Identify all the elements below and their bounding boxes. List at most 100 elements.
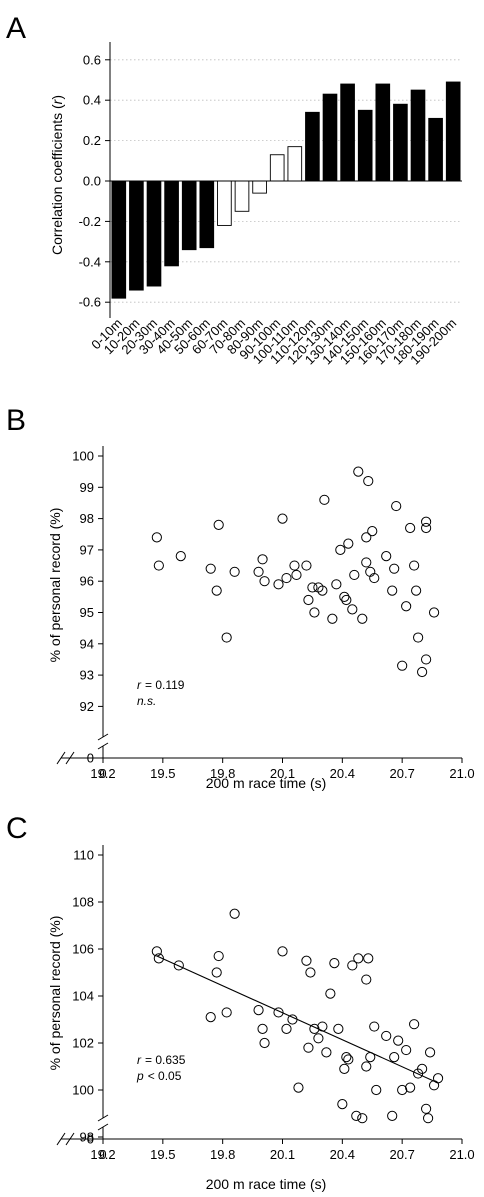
panel-a-y-tick-label: 0.6 xyxy=(83,52,101,67)
panel-a-bar xyxy=(199,180,215,249)
panel-b-data-point xyxy=(428,607,440,618)
panel-b-x-tick-label: 20.4 xyxy=(330,766,355,781)
panel-b-y-zero-label: 0 xyxy=(87,751,94,766)
panel-c-data-point xyxy=(205,1012,216,1023)
panel-b-data-point xyxy=(229,566,240,577)
panel-c-x-axis-break xyxy=(56,1132,66,1146)
panel-b-data-point xyxy=(381,551,392,562)
panel-b-scatter: B % of personal record (%) 200 m race ti… xyxy=(6,404,475,791)
panel-b-data-point xyxy=(221,632,232,643)
panel-a-bar xyxy=(287,146,303,182)
panel-b-data-point xyxy=(341,594,352,606)
panel-b-data-point xyxy=(273,579,284,590)
panel-c-data-point xyxy=(151,946,162,957)
panel-b-data-point xyxy=(277,513,288,524)
panel-c-x-tick-label: 21.0 xyxy=(449,1147,474,1162)
panel-c-annotation-r-value: = 0.635 xyxy=(145,1053,186,1067)
panel-b-data-point xyxy=(153,560,164,571)
panel-c-data-point xyxy=(173,960,184,971)
panel-c-data-point xyxy=(341,1052,352,1063)
panel-b-data-point xyxy=(281,572,292,584)
panel-c-data-point xyxy=(257,1023,268,1035)
panel-b-x-tick-label: 20.1 xyxy=(270,766,295,781)
panel-c-data-point xyxy=(421,1103,432,1114)
panel-a-bar xyxy=(129,180,144,291)
panel-a-bar xyxy=(217,180,232,226)
panel-c-data-point xyxy=(259,1037,270,1049)
panel-c-data-point xyxy=(361,1061,372,1072)
panel-c-y-tick-label: 100 xyxy=(72,1083,94,1098)
panel-b-x-axis-title: 200 m race time (s) xyxy=(206,775,327,791)
panel-a-bar xyxy=(393,103,408,182)
panel-c-data-point xyxy=(432,1073,444,1084)
panel-b-data-point xyxy=(389,563,400,574)
panel-c-data-point xyxy=(357,1113,368,1124)
panel-a-y-tick-label: 0.0 xyxy=(83,174,101,189)
panel-c-y-tick-label: 98 xyxy=(80,1130,94,1145)
panel-b-data-point xyxy=(205,563,216,574)
panel-c-data-point xyxy=(287,1014,298,1025)
panel-c-data-point xyxy=(313,1033,324,1044)
panel-c-data-point xyxy=(387,1110,398,1121)
panel-c-x-tick-label: 20.4 xyxy=(330,1147,355,1162)
panel-b-y-tick-label: 97 xyxy=(80,542,94,557)
panel-c-data-point xyxy=(361,974,372,985)
panel-c-data-point xyxy=(428,1080,440,1091)
panel-c-annotation-r: r = 0.635 xyxy=(137,1053,186,1067)
panel-b-data-point xyxy=(331,579,342,590)
panel-c-data-point xyxy=(369,1021,380,1032)
panel-c-x-tick-label: 19.5 xyxy=(150,1147,175,1162)
panel-c-data-point xyxy=(221,1007,232,1018)
panel-b-data-point xyxy=(367,526,378,537)
panel-b-data-point xyxy=(361,532,372,543)
panel-c-x-tick-label: 19.2 xyxy=(90,1147,115,1162)
panel-a-bar xyxy=(146,180,162,287)
panel-b-data-point xyxy=(253,566,264,577)
panel-a-y-tick-label: 0.4 xyxy=(83,93,101,108)
panel-b-data-point xyxy=(307,582,318,593)
panel-b-data-point xyxy=(303,594,314,606)
panel-b-y-tick-label: 98 xyxy=(80,511,94,526)
panel-c-y-tick-label: 104 xyxy=(72,989,94,1004)
panel-a-bar xyxy=(410,89,426,182)
panel-c-data-point xyxy=(303,1042,314,1053)
panel-c-y-tick-label: 102 xyxy=(72,1036,94,1051)
panel-b-x-axis-break xyxy=(65,751,75,765)
panel-b-data-point xyxy=(289,560,300,571)
panel-b-x-tick-label: 19.5 xyxy=(150,766,175,781)
panel-b-data-point xyxy=(401,601,412,612)
panel-b-data-point xyxy=(421,522,432,534)
panel-a-y-axis-title-text: Correlation coefficients ( xyxy=(49,104,65,255)
panel-a-y-tick-label: 0.2 xyxy=(83,133,101,148)
panel-b-data-point xyxy=(409,560,420,571)
panel-c-data-point xyxy=(405,1082,416,1093)
panel-a-bar xyxy=(164,180,179,267)
panel-b-data-point xyxy=(369,572,380,584)
panel-b-data-point xyxy=(387,585,398,596)
panel-b-y-tick-label: 100 xyxy=(72,449,94,464)
panel-c-data-point xyxy=(321,1047,332,1058)
panel-b-data-point xyxy=(421,654,432,665)
panel-b-data-point xyxy=(357,613,368,624)
panel-b-data-point xyxy=(335,544,346,556)
panel-c-data-point xyxy=(401,1044,412,1056)
panel-b-data-point xyxy=(319,494,330,505)
panel-b-x-tick-label: 19.2 xyxy=(90,766,115,781)
panel-b-data-point xyxy=(353,466,364,477)
panel-b-data-point xyxy=(339,591,350,602)
panel-a-y-axis-title: Correlation coefficients (r) xyxy=(49,95,65,255)
panel-b-data-point xyxy=(259,576,270,587)
panel-c-data-point xyxy=(351,1110,362,1121)
panel-c-y-axis-break xyxy=(97,1123,109,1131)
panel-a-bar xyxy=(181,180,197,251)
panel-c-letter: C xyxy=(6,812,28,845)
panel-b-data-point xyxy=(309,607,320,618)
panel-b-data-point xyxy=(421,516,432,527)
panel-b-annotation-r: r = 0.119 xyxy=(137,678,185,692)
panel-b-y-axis-title: % of personal record (%) xyxy=(47,508,63,663)
panel-c-y-tick-label: 110 xyxy=(73,848,94,863)
panel-c-data-point xyxy=(153,953,164,964)
panel-b-data-point xyxy=(257,554,268,565)
panel-b-data-point xyxy=(391,500,402,512)
